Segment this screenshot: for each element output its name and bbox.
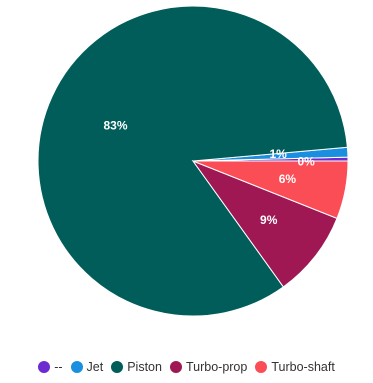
legend-swatch <box>169 361 182 373</box>
legend-label: Jet <box>86 360 104 374</box>
legend-item-piston[interactable]: Piston <box>111 360 162 374</box>
legend-swatch <box>111 361 124 373</box>
legend-item-dash[interactable]: -- <box>38 360 63 374</box>
pie-slice-turbo-prop[interactable] <box>191 159 338 288</box>
legend-item-jet[interactable]: Jet <box>70 360 104 374</box>
pie-data-label: 9% <box>260 213 278 227</box>
pie-slice-turbo-shaft[interactable] <box>192 160 349 220</box>
legend-swatch <box>255 361 268 373</box>
legend-label: Turbo-shaft <box>271 360 335 374</box>
legend-label: Piston <box>127 360 162 374</box>
legend-label: -- <box>54 360 63 374</box>
pie-data-label: 0% <box>297 155 315 169</box>
pie-data-label: 6% <box>279 172 297 186</box>
pie-data-label: 83% <box>103 118 127 132</box>
legend-swatch <box>70 361 83 373</box>
legend-item-turbo-shaft[interactable]: Turbo-shaft <box>255 360 335 374</box>
legend-item-turbo-prop[interactable]: Turbo-prop <box>169 360 248 374</box>
pie-data-label: 1% <box>269 147 287 161</box>
legend-swatch <box>38 361 51 373</box>
legend-label: Turbo-prop <box>185 360 248 374</box>
legend: -- Jet Piston Turbo-prop Turbo-shaft <box>0 357 373 377</box>
